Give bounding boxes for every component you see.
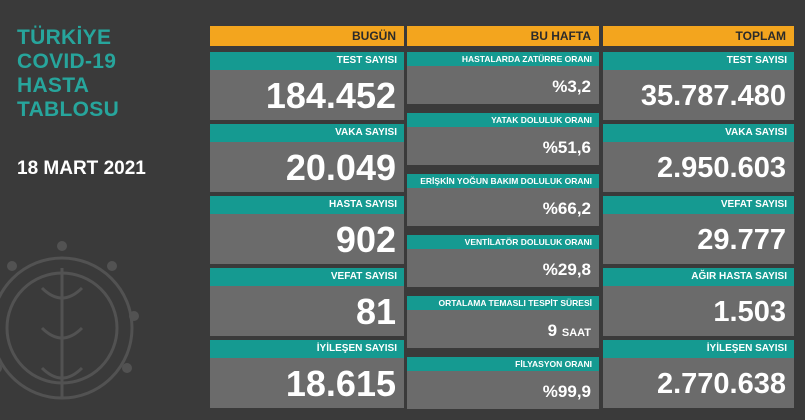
week-header: BU HAFTA: [407, 26, 599, 46]
today-header: BUGÜN: [210, 26, 404, 46]
card-label: VEFAT SAYISI: [210, 268, 404, 286]
card-value: 35.787.480: [603, 70, 794, 120]
card-label: AĞIR HASTA SAYISI: [603, 268, 794, 286]
card-value: 81: [210, 286, 404, 336]
card-label: ORTALAMA TEMASLI TESPİT SÜRESİ: [407, 296, 599, 310]
card-value: 902: [210, 214, 404, 264]
today-recovered-card: İYİLEŞEN SAYISI 18.615: [210, 340, 404, 408]
card-label: İYİLEŞEN SAYISI: [603, 340, 794, 358]
card-label: FİLYASYON ORANI: [407, 357, 599, 371]
week-icu-card: ERİŞKİN YOĞUN BAKIM DOLULUK ORANI %66,2: [407, 174, 599, 226]
today-patient-card: HASTA SAYISI 902: [210, 196, 404, 264]
card-label: TEST SAYISI: [210, 52, 404, 70]
today-case-card: VAKA SAYISI 20.049: [210, 124, 404, 192]
card-value: 2.770.638: [603, 358, 794, 408]
card-value: 20.049: [210, 142, 404, 192]
total-case-card: VAKA SAYISI 2.950.603: [603, 124, 794, 192]
total-recovered-card: İYİLEŞEN SAYISI 2.770.638: [603, 340, 794, 408]
card-label: TEST SAYISI: [603, 52, 794, 70]
page-title: TÜRKİYE COVID-19 HASTA TABLOSU: [17, 26, 120, 121]
week-contact-card: ORTALAMA TEMASLI TESPİT SÜRESİ 9 SAAT: [407, 296, 599, 348]
week-filiation-card: FİLYASYON ORANI %99,9: [407, 357, 599, 409]
total-death-card: VEFAT SAYISI 29.777: [603, 196, 794, 264]
total-column: TOPLAM TEST SAYISI 35.787.480 VAKA SAYIS…: [603, 26, 794, 420]
card-label: VAKA SAYISI: [210, 124, 404, 142]
card-value: 1.503: [603, 286, 794, 336]
card-value: 9 SAAT: [407, 310, 599, 348]
card-value: %66,2: [407, 188, 599, 226]
card-value: 2.950.603: [603, 142, 794, 192]
card-label: VENTİLATÖR DOLULUK ORANI: [407, 235, 599, 249]
today-test-card: TEST SAYISI 184.452: [210, 52, 404, 120]
today-death-card: VEFAT SAYISI 81: [210, 268, 404, 336]
card-label: HASTALARDA ZATÜRRE ORANI: [407, 52, 599, 66]
contact-time-value: 9: [547, 321, 558, 340]
week-column: BU HAFTA HASTALARDA ZATÜRRE ORANI %3,2 Y…: [407, 26, 599, 420]
card-label: İYİLEŞEN SAYISI: [210, 340, 404, 358]
week-ventilator-card: VENTİLATÖR DOLULUK ORANI %29,8: [407, 235, 599, 287]
card-value: %51,6: [407, 127, 599, 165]
card-value: 29.777: [603, 214, 794, 264]
card-label: VEFAT SAYISI: [603, 196, 794, 214]
card-value: %3,2: [407, 66, 599, 104]
week-bed-card: YATAK DOLULUK ORANI %51,6: [407, 113, 599, 165]
total-header: TOPLAM: [603, 26, 794, 46]
card-label: VAKA SAYISI: [603, 124, 794, 142]
card-value: %99,9: [407, 371, 599, 409]
report-date: 18 MART 2021: [17, 158, 146, 179]
total-test-card: TEST SAYISI 35.787.480: [603, 52, 794, 120]
week-pneumonia-card: HASTALARDA ZATÜRRE ORANI %3,2: [407, 52, 599, 104]
card-label: YATAK DOLULUK ORANI: [407, 113, 599, 127]
contact-time-unit: SAAT: [561, 327, 591, 339]
card-label: ERİŞKİN YOĞUN BAKIM DOLULUK ORANI: [407, 174, 599, 188]
total-severe-card: AĞIR HASTA SAYISI 1.503: [603, 268, 794, 336]
card-value: 184.452: [210, 70, 404, 120]
today-column: BUGÜN TEST SAYISI 184.452 VAKA SAYISI 20…: [210, 26, 404, 420]
card-label: HASTA SAYISI: [210, 196, 404, 214]
card-value: %29,8: [407, 249, 599, 287]
ministry-emblem-icon: [0, 241, 139, 400]
card-value: 18.615: [210, 358, 404, 408]
